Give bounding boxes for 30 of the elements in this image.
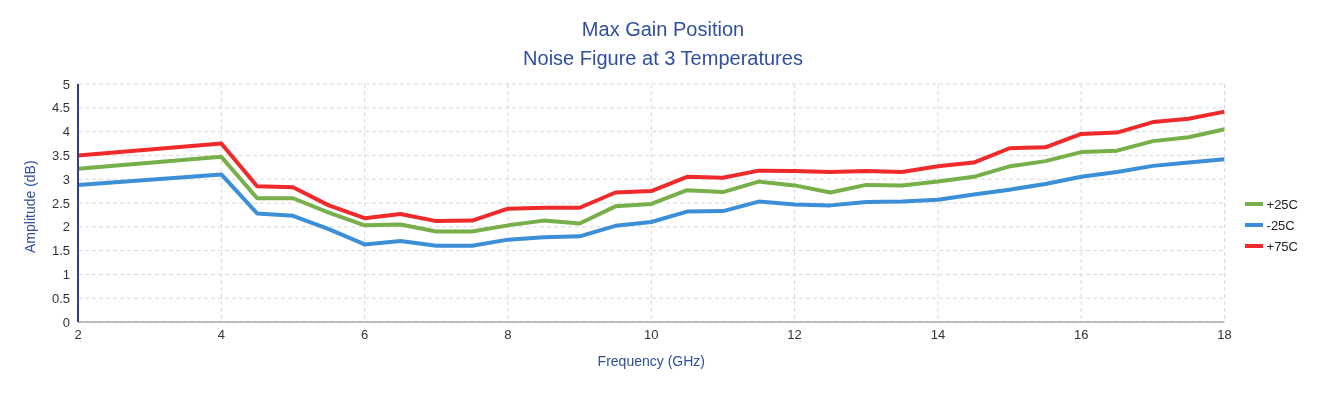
x-tick-label: 16 <box>1073 327 1089 343</box>
y-tick-label: 4 <box>62 124 70 140</box>
y-tick-label: 5 <box>62 76 70 92</box>
y-tick-label: 1 <box>62 267 70 283</box>
legend-label: +25C <box>1266 196 1298 212</box>
x-tick-label: 4 <box>217 327 225 343</box>
x-tick-label: 2 <box>74 327 82 343</box>
y-tick-label: 0 <box>62 314 70 330</box>
line-series <box>78 157 1225 248</box>
line-series <box>78 109 1225 224</box>
y-tick-label: 1.5 <box>51 243 70 259</box>
x-tick-label: 10 <box>644 327 659 343</box>
y-tick-label: 3.5 <box>51 148 70 164</box>
y-tick-label: 2.5 <box>51 195 70 211</box>
x-tick-label: 6 <box>361 327 369 343</box>
line-series <box>78 127 1225 234</box>
x-tick-label: 14 <box>930 327 946 343</box>
chart-title: Max Gain Position <box>580 17 746 41</box>
legend-label: +75C <box>1266 238 1298 254</box>
x-tick-label: 12 <box>787 327 802 343</box>
x-tick-label: 8 <box>504 327 512 343</box>
y-tick-label: 0.5 <box>51 290 70 306</box>
y-tick-label: 4.5 <box>51 100 70 116</box>
y-tick-label: 3 <box>62 171 70 187</box>
chart-subtitle: Noise Figure at 3 Temperatures <box>522 47 804 70</box>
x-axis-title: Frequency (GHz) <box>597 353 705 369</box>
y-tick-label: 2 <box>62 219 70 235</box>
x-tick-label: 18 <box>1217 327 1232 343</box>
legend-label: -25C <box>1266 217 1295 233</box>
y-axis-title: Amplitude (dB) <box>21 160 38 253</box>
